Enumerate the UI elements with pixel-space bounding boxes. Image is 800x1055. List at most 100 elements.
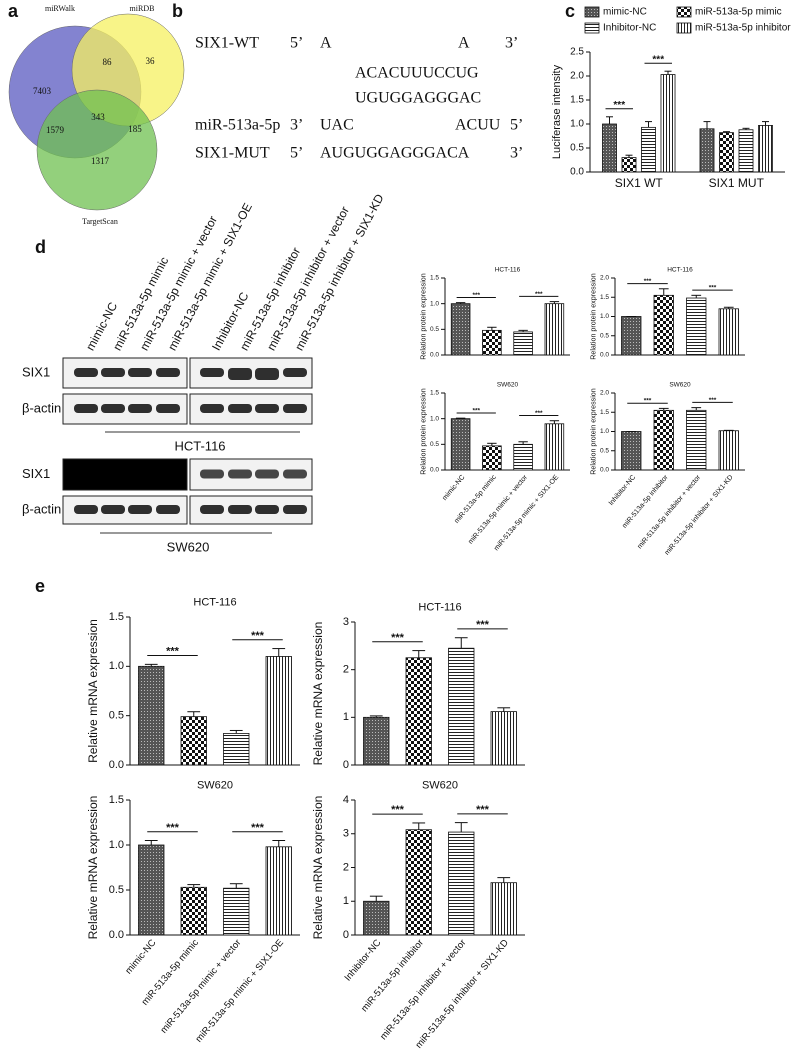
y-axis-label: Relative mRNA expression xyxy=(311,796,325,940)
bar xyxy=(450,418,471,471)
blot-band xyxy=(128,368,152,377)
y-tick-label: 2.0 xyxy=(600,390,609,397)
y-tick-label: 2.5 xyxy=(570,47,584,58)
blot-band xyxy=(228,469,252,479)
y-axis-label: Relative mRNA expression xyxy=(86,796,100,940)
significance-label: *** xyxy=(251,822,265,834)
bar xyxy=(363,716,390,766)
bar xyxy=(513,331,533,356)
y-tick-label: 3 xyxy=(343,828,349,840)
sequence-text: ACUU xyxy=(455,117,501,134)
blot-band xyxy=(74,505,98,514)
y-tick-label: 0.0 xyxy=(430,352,439,359)
chart-title: HCT-116 xyxy=(667,266,693,273)
x-tick-label: miR-513a-5p mimic + vector xyxy=(159,937,244,1035)
blot-band xyxy=(283,505,307,514)
significance-label: *** xyxy=(472,407,480,414)
blot-box xyxy=(62,458,188,491)
significance-label: *** xyxy=(709,397,717,404)
sequence-text: 5’ xyxy=(290,145,303,162)
sequence-text: SIX1-WT xyxy=(195,35,259,52)
blot-band xyxy=(200,404,224,413)
significance-label: *** xyxy=(166,822,180,834)
blot-band xyxy=(74,368,98,377)
y-tick-label: 1.0 xyxy=(109,660,124,672)
sequence-text: SIX1-MUT xyxy=(195,145,270,162)
bar xyxy=(490,882,517,936)
y-tick-label: 0.5 xyxy=(109,884,124,896)
bar xyxy=(448,647,475,766)
legend-swatch xyxy=(584,22,600,34)
bar xyxy=(719,132,734,173)
y-tick-label: 1 xyxy=(343,711,349,723)
y-tick-label: 2 xyxy=(343,664,349,676)
y-tick-label: 1.0 xyxy=(570,119,584,130)
y-tick-label: 1.0 xyxy=(430,415,439,422)
y-axis-label: Luciferase intensity xyxy=(551,64,563,159)
significance-label: *** xyxy=(476,804,490,816)
blot-band xyxy=(101,505,125,514)
x-tick-label: miR-513a-5p mimic + SIX1-OE xyxy=(493,474,560,553)
y-tick-label: 0.5 xyxy=(600,332,609,339)
bar xyxy=(621,316,642,356)
y-axis-label: Relation protein expression xyxy=(419,388,427,475)
sequence-text: 3’ xyxy=(505,35,518,52)
y-tick-label: 2 xyxy=(343,861,349,873)
bar xyxy=(223,887,250,936)
y-axis-label: Relation protein expression xyxy=(419,273,427,360)
legend-swatch xyxy=(584,6,600,18)
x-tick-label: Inhibitor-NC xyxy=(342,937,383,983)
blot-row-label: SIX1 xyxy=(22,364,50,379)
y-tick-label: 3 xyxy=(343,616,349,628)
bar xyxy=(265,846,292,936)
y-tick-label: 1.0 xyxy=(430,300,439,307)
venn-count: 7403 xyxy=(33,86,52,96)
blot-band xyxy=(200,505,224,514)
bar xyxy=(138,844,165,936)
bar xyxy=(653,409,674,471)
sequence-text: 5’ xyxy=(510,117,523,134)
chart-title: SW620 xyxy=(197,780,233,792)
panel-label: a xyxy=(8,1,19,21)
y-tick-label: 1.5 xyxy=(430,275,439,282)
y-tick-label: 1.0 xyxy=(600,313,609,320)
blot-row-label: SIX1 xyxy=(22,466,50,481)
blot-band xyxy=(128,505,152,514)
significance-label: *** xyxy=(166,646,180,658)
legend-label: Inhibitor-NC xyxy=(603,23,656,34)
bar xyxy=(621,157,637,173)
blot-band xyxy=(255,368,279,380)
x-tick-label: miR-513a-5p inhibitor + SIX1-KD xyxy=(413,937,511,1050)
sequence-text: A xyxy=(458,35,470,52)
chart-title: SW620 xyxy=(497,381,519,388)
bar xyxy=(223,733,250,766)
blot-band xyxy=(255,505,279,514)
legend-label: miR-513a-5p mimic xyxy=(695,7,782,18)
chart-title: HCT-116 xyxy=(418,602,461,614)
bar xyxy=(138,665,165,766)
significance-label: *** xyxy=(613,100,625,111)
y-tick-label: 0.0 xyxy=(600,467,609,474)
x-tick-label: Inhibitor-NC xyxy=(608,474,637,507)
bar xyxy=(544,303,565,356)
y-axis-label: Relation protein expression xyxy=(589,388,597,475)
y-tick-label: 1.5 xyxy=(109,611,124,623)
bar xyxy=(482,329,502,356)
x-tick-label: miR-513a-5p inhibitor + vector xyxy=(636,473,702,550)
venn-set-label: miRDB xyxy=(130,4,155,13)
significance-label: *** xyxy=(535,410,543,417)
y-tick-label: 0.5 xyxy=(570,143,584,154)
bar xyxy=(621,431,642,471)
sequence-text: 3’ xyxy=(290,117,303,134)
bar xyxy=(363,900,390,936)
sequence-text: 5’ xyxy=(290,35,303,52)
significance-label: *** xyxy=(644,278,652,285)
panel-label: d xyxy=(35,237,46,257)
y-tick-label: 0.5 xyxy=(430,326,439,333)
panel-label: b xyxy=(172,1,183,21)
sequence-text: 3’ xyxy=(510,145,523,162)
venn-count: 1317 xyxy=(91,156,110,166)
bar xyxy=(490,711,517,766)
bar xyxy=(686,297,707,356)
